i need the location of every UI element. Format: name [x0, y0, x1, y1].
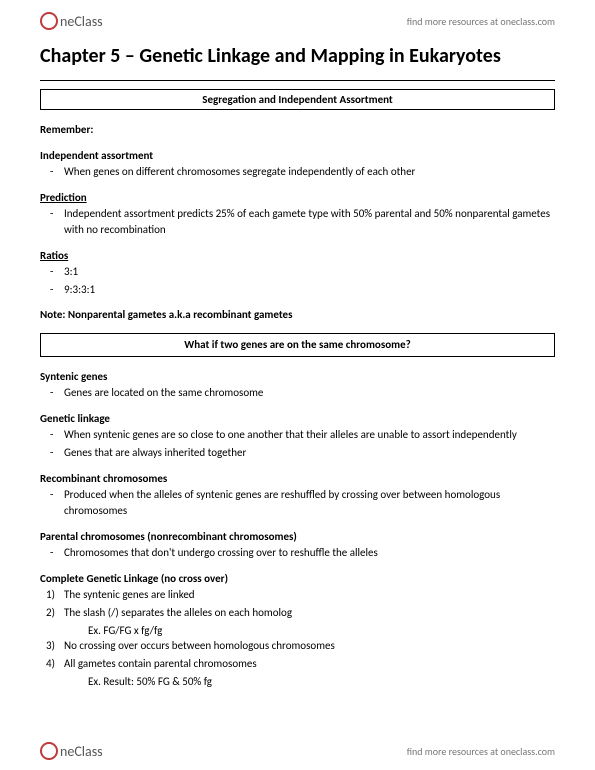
list-item: 3:1 [64, 264, 555, 280]
list-item: 9:3:3:1 [64, 282, 555, 298]
list-item: When syntenic genes are so close to one … [64, 427, 555, 443]
linkage-list: When syntenic genes are so close to one … [40, 427, 555, 461]
list-item: 3)No crossing over occurs between homolo… [64, 638, 555, 654]
example-text: Ex. FG/FG x fg/fg [40, 623, 555, 639]
list-item: 2)The slash (/) separates the alleles on… [64, 605, 555, 621]
linkage-heading: Genetic linkage [40, 411, 555, 427]
divider [40, 80, 555, 81]
remember-list: When genes on different chromosomes segr… [40, 164, 555, 180]
complete-list: 1)The syntenic genes are linked 2)The sl… [40, 587, 555, 621]
remember-label: Remember: [40, 122, 555, 138]
prediction-list: Independent assortment predicts 25% of e… [40, 206, 555, 238]
num-prefix: 2) [46, 605, 55, 621]
independent-assortment-heading: Independent assortment [40, 148, 555, 164]
complete-heading: Complete Genetic Linkage (no cross over) [40, 571, 555, 587]
chapter-title: Chapter 5 – Genetic Linkage and Mapping … [40, 44, 555, 68]
logo: neClass [40, 12, 103, 30]
ratios-list: 3:1 9:3:3:1 [40, 264, 555, 298]
recomb-heading: Recombinant chromosomes [40, 471, 555, 487]
list-text: No crossing over occurs between homologo… [64, 639, 335, 652]
section-box-1: Segregation and Independent Assortment [40, 89, 555, 110]
list-item: Genes that are always inherited together [64, 445, 555, 461]
num-prefix: 4) [46, 656, 55, 672]
page-footer: neClass find more resources at oneclass.… [40, 742, 555, 760]
num-prefix: 1) [46, 587, 55, 603]
footer-logo: neClass [40, 742, 103, 760]
example-text: Ex. Result: 50% FG & 50% fg [40, 674, 555, 690]
parental-heading: Parental chromosomes (nonrecombinant chr… [40, 529, 555, 545]
list-item: 4)All gametes contain parental chromosom… [64, 656, 555, 672]
note-text: Note: Nonparental gametes a.k.a recombin… [40, 307, 555, 323]
parental-list: Chromosomes that don't undergo crossing … [40, 545, 555, 561]
list-item: Genes are located on the same chromosome [64, 385, 555, 401]
list-item: Produced when the alleles of syntenic ge… [64, 487, 555, 519]
content-body: Remember: Independent assortment When ge… [40, 122, 555, 690]
logo-circle-icon [40, 742, 58, 760]
page-header: neClass find more resources at oneclass.… [40, 0, 555, 38]
header-link[interactable]: find more resources at oneclass.com [407, 15, 555, 28]
list-item: Independent assortment predicts 25% of e… [64, 206, 555, 238]
list-item: Chromosomes that don't undergo crossing … [64, 545, 555, 561]
list-text: All gametes contain parental chromosomes [64, 657, 257, 670]
list-text: The slash (/) separates the alleles on e… [64, 606, 292, 619]
prediction-heading: Prediction [40, 190, 555, 206]
syntenic-heading: Syntenic genes [40, 369, 555, 385]
list-item: When genes on different chromosomes segr… [64, 164, 555, 180]
footer-logo-text: neClass [60, 743, 103, 760]
list-text: The syntenic genes are linked [64, 588, 195, 601]
complete-list-2: 3) No crossing over occurs between homolo… [40, 638, 555, 672]
list-item: 1)The syntenic genes are linked [64, 587, 555, 603]
logo-text: neClass [60, 13, 103, 30]
logo-circle-icon [40, 12, 58, 30]
syntenic-list: Genes are located on the same chromosome [40, 385, 555, 401]
section-box-2: What if two genes are on the same chromo… [40, 333, 555, 357]
recomb-list: Produced when the alleles of syntenic ge… [40, 487, 555, 519]
num-prefix: 3) [46, 638, 55, 654]
footer-link[interactable]: find more resources at oneclass.com [407, 745, 555, 758]
ratios-heading: Ratios [40, 248, 555, 264]
